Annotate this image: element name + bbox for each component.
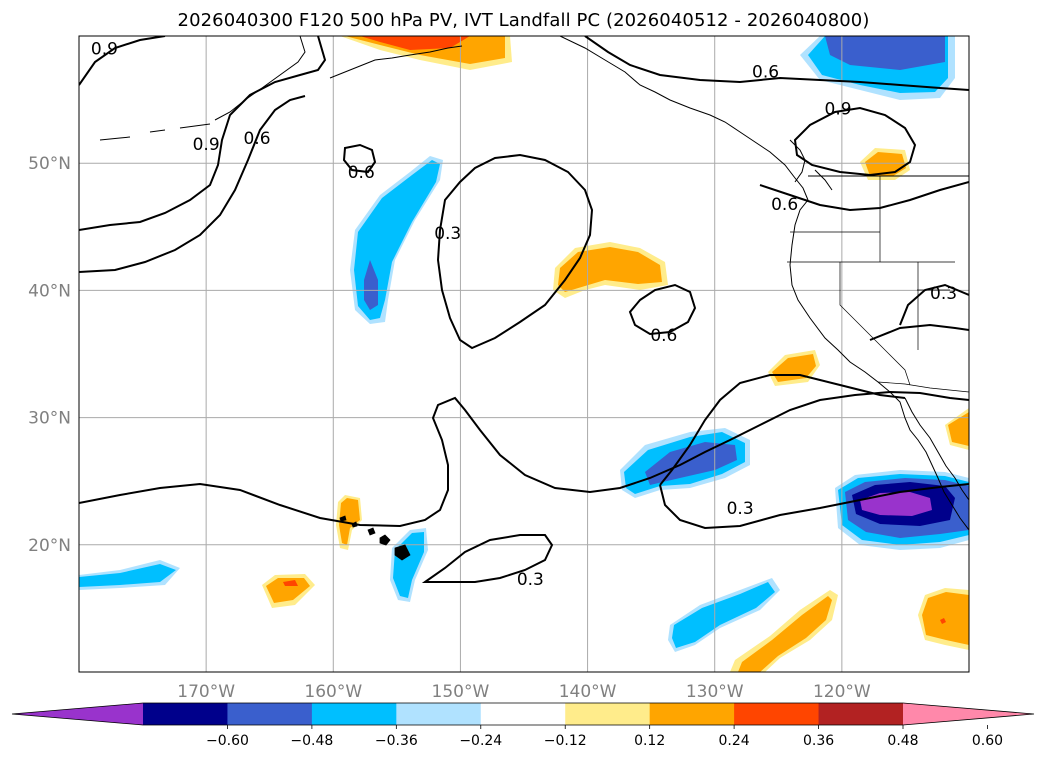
contour-labels: 0.9 0.9 0.6 0.6 0.3 0.6 0.6 0.9 0.6 0.3 0.3 0.3 [91,40,957,590]
colorbar-tick-label: 0.60 [972,733,1003,749]
colorbar-tick-label: 0.12 [634,733,665,749]
contour-0.3-mexico [659,483,969,530]
lon-tick-label: 160°W [304,682,362,702]
contour-0.6-small [342,143,377,174]
contour-label: 0.9 [91,40,118,60]
pv-anomaly-fills [79,36,969,672]
colorbar-segment [818,703,904,725]
colorbar-tick-label: 0.48 [887,733,918,749]
border-us-mexico [877,381,969,393]
colorbar-tick-label: 0.24 [719,733,750,749]
lon-tick-label: 150°W [432,682,490,702]
lon-tick-label: 170°W [177,682,235,702]
contour-0.9-west [79,36,327,231]
colorbar-tick-label: −0.48 [290,733,333,749]
map-gridlines [79,36,969,672]
lat-tick-label: 30°N [28,409,71,429]
colorbar-segment [649,703,735,725]
axis-labels: 170°W 160°W 150°W 140°W 130°W 120°W 20°N 30°N 40… [28,154,871,702]
contour-label: 0.6 [243,129,270,149]
colorbar-segment [734,703,820,725]
contour-0.3-south [421,534,554,583]
colorbar: −0.60 −0.48 −0.36 −0.24 −0.12 0.12 0.24 0.36 0.4… [11,702,1035,749]
contour-0.3-east-pacific [436,153,594,350]
lon-tick-label: 120°W [813,682,871,702]
contour-0.3-south-east [659,374,906,486]
lat-tick-label: 50°N [28,154,71,174]
colorbar-extend-high [903,703,1034,725]
colorbar-segment [143,703,228,725]
contour-0.3-main [79,390,969,528]
contour-label: 0.3 [517,570,544,590]
colorbar-outline [11,702,1035,726]
contour-label: 0.9 [825,100,852,120]
colorbar-segment [311,703,397,725]
colorbar-tick-label: −0.12 [544,733,587,749]
contour-label: 0.6 [771,195,798,215]
coast-hawaii [339,515,411,561]
colorbar-tick-label: −0.36 [375,733,418,749]
contour-0.6-west [79,95,306,273]
contour-0.3-coast [869,283,969,341]
pv-contours [79,36,969,583]
colorbar-segment [565,703,651,725]
colorbar-segment [396,703,482,725]
colorbar-tick-label: −0.60 [206,733,249,749]
contour-label: 0.3 [727,499,754,519]
colorbar-segment [480,703,566,725]
contour-0.6-east-pacific [628,283,697,336]
map-title: 2026040300 F120 500 hPa PV, IVT Landfall… [177,10,870,31]
lon-tick-label: 130°W [686,682,744,702]
colorbar-tick-label: 0.36 [803,733,834,749]
contour-label: 0.3 [930,284,957,304]
contour-label: 0.6 [348,163,375,183]
colorbar-extend-low [12,703,143,725]
contour-label: 0.6 [752,63,779,83]
contour-0.6-coast [759,181,969,212]
contour-label: 0.3 [434,224,461,244]
state-borders [787,176,955,386]
contour-label: 0.6 [650,326,677,346]
contour-0.9-north [793,106,917,177]
coast-alaska [99,36,463,141]
contour-label: 0.9 [193,135,220,155]
map-frame [78,35,970,673]
colorbar-segment [227,703,313,725]
lat-tick-label: 40°N [28,281,71,301]
lat-tick-label: 20°N [28,536,71,556]
contour-0.6-north [584,36,969,91]
lon-tick-label: 140°W [559,682,617,702]
colorbar-tick-label: −0.24 [459,733,502,749]
